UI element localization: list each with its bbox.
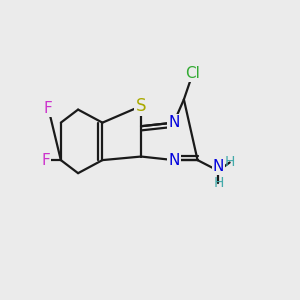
Text: Cl: Cl	[185, 66, 200, 81]
Text: F: F	[44, 101, 53, 116]
Text: N: N	[213, 159, 224, 174]
Text: H: H	[213, 176, 224, 190]
Text: H: H	[224, 155, 235, 170]
Text: S: S	[136, 97, 146, 115]
Text: N: N	[168, 153, 179, 168]
Text: N: N	[168, 115, 179, 130]
Text: F: F	[41, 153, 50, 168]
